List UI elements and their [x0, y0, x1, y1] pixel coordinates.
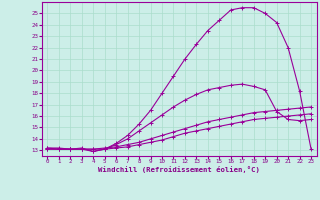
- X-axis label: Windchill (Refroidissement éolien,°C): Windchill (Refroidissement éolien,°C): [98, 166, 260, 173]
